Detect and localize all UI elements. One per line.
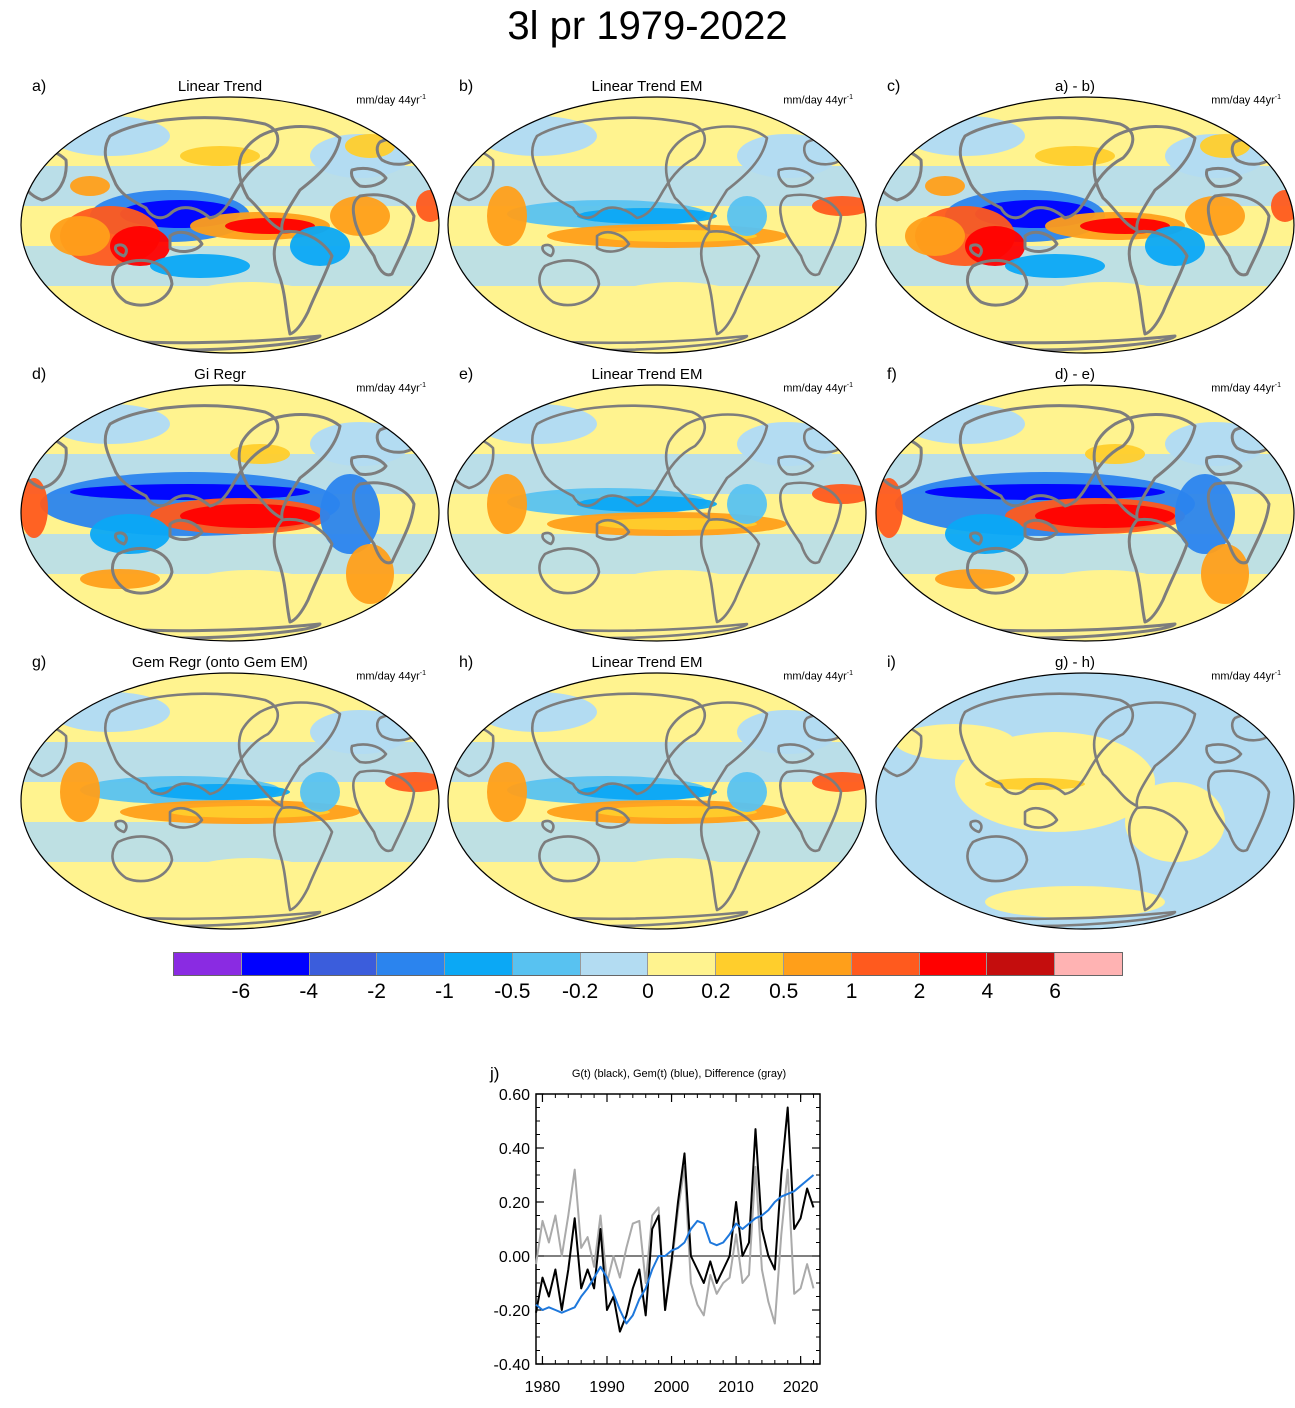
panel-units: mm/day 44yr-1 [783, 94, 853, 107]
colorbar-box [445, 953, 513, 975]
colorbar-box [716, 953, 785, 975]
colorbar-label: -1 [435, 980, 454, 1003]
colorbar-label: 2 [913, 980, 926, 1003]
colorbar-box [377, 953, 446, 975]
x-tick-label: 2010 [718, 1379, 754, 1396]
panel-label: d) [32, 366, 47, 383]
panel-units: mm/day 44yr-1 [356, 670, 426, 683]
timeseries-panel: j) G(t) (black), Gem(t) (blue), Differen… [470, 1060, 830, 1400]
y-tick-label: 0.60 [499, 1087, 530, 1104]
panel-title: Linear Trend EM [591, 654, 703, 671]
map [875, 96, 1295, 354]
panel-label: h) [459, 654, 474, 671]
y-tick-label: 0.20 [499, 1195, 530, 1212]
colorbar-label: -4 [299, 980, 319, 1003]
panel-title: Gi Regr [194, 366, 246, 383]
colorbar-box [987, 953, 1056, 975]
panel-label: c) [887, 78, 901, 95]
panel-label: i) [887, 654, 896, 671]
panel-label: f) [887, 366, 897, 383]
colorbar-box [1055, 953, 1122, 975]
map [447, 384, 867, 642]
colorbar-label: -0.5 [494, 980, 531, 1003]
x-tick-label: 2000 [654, 1379, 690, 1396]
figure-title: 3l pr 1979-2022 [507, 4, 788, 48]
timeseries-chart: -0.40 -0.20 0.00 0.20 0.40 0.60 1980 1990 2000 20… [494, 1087, 821, 1396]
timeseries-title: G(t) (black), Gem(t) (blue), Difference … [571, 1068, 787, 1080]
panel-units: mm/day 44yr-1 [1211, 382, 1281, 395]
colorbar-box [241, 953, 310, 975]
colorbar [173, 952, 1123, 976]
map-panel: f) d) - e) mm/day 44yr-1 [865, 366, 1295, 658]
x-tick-label: 1980 [525, 1379, 561, 1396]
panel-label: g) [32, 654, 47, 671]
panel-title: g) - h) [1054, 654, 1095, 671]
x-tick-label: 2020 [783, 1379, 819, 1396]
colorbar-label: -2 [367, 980, 386, 1003]
panel-label: b) [459, 78, 474, 95]
panel-units: mm/day 44yr-1 [1211, 670, 1281, 683]
map-panel: i) g) - h) mm/day 44yr-1 [865, 654, 1295, 946]
colorbar-box [309, 953, 378, 975]
colorbar-box [580, 953, 649, 975]
map [447, 96, 867, 354]
colorbar-box [919, 953, 988, 975]
map-panel: b) Linear Trend EM mm/day 44yr-1 [437, 78, 867, 370]
map-panel: h) Linear Trend EM mm/day 44yr-1 [437, 654, 867, 946]
map-panel: c) a) - b) mm/day 44yr-1 [865, 78, 1295, 370]
timeseries-panel-label: j) [490, 1064, 500, 1083]
panel-title: Linear Trend [177, 78, 263, 95]
panel-title: d) - e) [1054, 366, 1095, 383]
colorbar-label: -0.2 [562, 980, 599, 1003]
map-panel: d) Gi Regr mm/day 44yr-1 [10, 366, 440, 658]
panel-title: Gem Regr (onto Gem EM) [132, 654, 308, 671]
colorbar-box [174, 953, 242, 975]
x-tick-label: 1990 [589, 1379, 625, 1396]
panel-units: mm/day 44yr-1 [783, 382, 853, 395]
map [875, 384, 1295, 642]
panel-title: Linear Trend EM [591, 366, 703, 383]
series-line-gem-t- [535, 1174, 815, 1325]
panel-units: mm/day 44yr-1 [356, 382, 426, 395]
map-panel: a) Linear Trend mm/day 44yr-1 [10, 78, 440, 370]
panel-units: mm/day 44yr-1 [356, 94, 426, 107]
y-tick-label: 0.00 [499, 1249, 530, 1266]
panel-units: mm/day 44yr-1 [783, 670, 853, 683]
panel-label: a) [32, 78, 47, 95]
map [447, 672, 867, 930]
colorbar-labels: -6 -4 -2 -1 -0.5 -0.2 0 0.2 0.5 1 2 4 6 [173, 980, 1123, 1006]
panel-label: e) [459, 366, 474, 383]
colorbar-label: 4 [981, 980, 994, 1003]
map [20, 672, 440, 930]
colorbar-box [648, 953, 717, 975]
panel-units: mm/day 44yr-1 [1211, 94, 1281, 107]
colorbar-label: 0 [642, 980, 654, 1003]
colorbar-box [851, 953, 920, 975]
colorbar-label: -6 [231, 980, 251, 1003]
colorbar-label: 0.5 [769, 980, 799, 1003]
y-tick-label: -0.40 [494, 1357, 531, 1374]
map [20, 384, 440, 642]
colorbar-box [784, 953, 852, 975]
map [20, 96, 440, 354]
y-tick-label: 0.40 [499, 1141, 530, 1158]
y-tick-label: -0.20 [494, 1303, 531, 1320]
colorbar-label: 1 [845, 980, 858, 1003]
series-line-g-t- [535, 1106, 815, 1333]
map-panel: e) Linear Trend EM mm/day 44yr-1 [437, 366, 867, 658]
map [875, 672, 1295, 930]
colorbar-label: 6 [1049, 980, 1061, 1003]
colorbar-box [512, 953, 581, 975]
map-panel: g) Gem Regr (onto Gem EM) mm/day 44yr-1 [10, 654, 440, 946]
panel-title: Linear Trend EM [591, 78, 703, 95]
panel-title: a) - b) [1054, 78, 1095, 95]
colorbar-label: 0.2 [701, 980, 731, 1003]
